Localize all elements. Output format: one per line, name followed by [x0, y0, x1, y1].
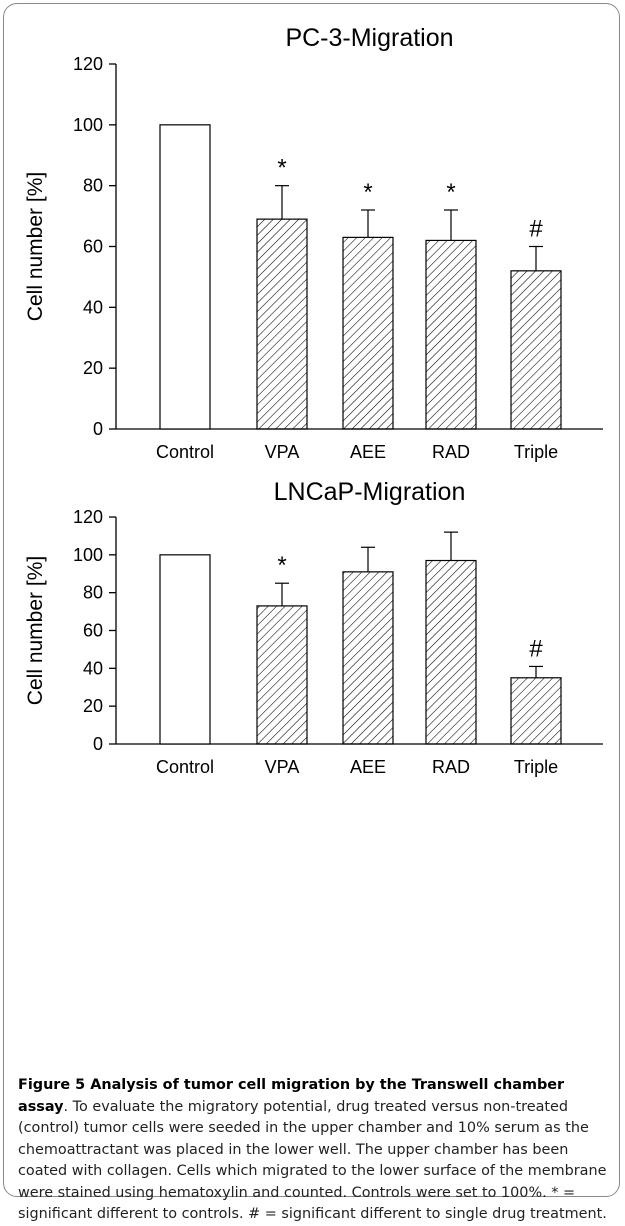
bar-rad	[425, 559, 477, 745]
x-tick-label: Control	[156, 757, 214, 777]
y-tick-label: 80	[83, 176, 103, 196]
figure-frame	[3, 3, 620, 1197]
y-tick-label: 120	[73, 507, 103, 527]
y-tick-label: 40	[83, 297, 103, 317]
figure-caption: Figure 5 Analysis of tumor cell migratio…	[18, 1075, 608, 1226]
chart-title: PC-3-Migration	[285, 24, 453, 52]
caption-body: . To evaluate the migratory potential, d…	[18, 1098, 607, 1223]
significance-marker: #	[529, 635, 543, 662]
significance-marker: *	[446, 179, 455, 206]
x-tick-label: Triple	[514, 442, 558, 462]
bar-aee	[342, 236, 394, 430]
y-tick-label: 20	[83, 696, 103, 716]
y-tick-label: 60	[83, 237, 103, 257]
significance-marker: *	[363, 179, 372, 206]
bar-vpa	[256, 605, 308, 745]
bar-rad	[425, 239, 477, 430]
figure-charts: PC-3-Migration Cell number [%] 0 20 40 60 80 10…	[24, 24, 603, 777]
y-tick-label: 0	[93, 419, 103, 439]
x-tick-label: Triple	[514, 757, 558, 777]
y-tick-label: 40	[83, 658, 103, 678]
caption-heading: Figure 5 Analysis of tumor cell migratio…	[18, 1077, 565, 1115]
chart-title: LNCaP-Migration	[274, 478, 466, 506]
x-tick-label: VPA	[265, 442, 300, 462]
significance-marker: #	[529, 216, 543, 243]
chart-2: LNCaP-Migration Cell number [%] 0 20 40 60 80 1…	[24, 478, 603, 777]
significance-marker: *	[277, 552, 286, 579]
bar-control	[159, 554, 211, 745]
y-tick-label: 80	[83, 583, 103, 603]
y-axis-label: Cell number [%]	[24, 556, 47, 705]
bar-triple	[510, 677, 562, 745]
y-tick-label: 100	[73, 545, 103, 565]
x-tick-label: Control	[156, 442, 214, 462]
y-tick-label: 120	[73, 54, 103, 74]
bar-vpa	[256, 218, 308, 430]
x-tick-label: AEE	[350, 757, 386, 777]
bar-control	[159, 124, 211, 430]
y-axis-label: Cell number [%]	[24, 172, 47, 321]
bar-aee	[342, 571, 394, 745]
chart-1: PC-3-Migration Cell number [%] 0 20 40 60 80 10…	[24, 24, 603, 462]
y-tick-label: 0	[93, 734, 103, 754]
bar-triple	[510, 270, 562, 430]
x-tick-label: AEE	[350, 442, 386, 462]
y-tick-label: 100	[73, 115, 103, 135]
significance-marker: *	[277, 155, 286, 182]
y-tick-label: 20	[83, 358, 103, 378]
x-tick-label: RAD	[432, 442, 470, 462]
x-tick-label: VPA	[265, 757, 300, 777]
x-tick-label: RAD	[432, 757, 470, 777]
y-tick-label: 60	[83, 621, 103, 641]
